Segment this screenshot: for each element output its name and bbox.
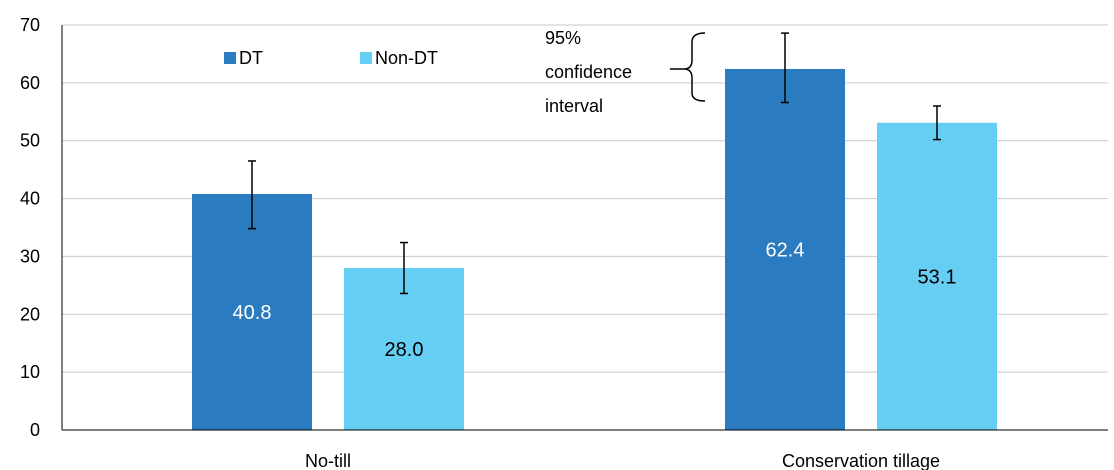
- legend-swatch-DT: [224, 52, 236, 64]
- y-tick-label: 30: [20, 246, 40, 266]
- y-tick-label: 60: [20, 73, 40, 93]
- bar-DT-No-till: [192, 193, 312, 430]
- category-label: Conservation tillage: [782, 451, 940, 470]
- category-label: No-till: [305, 451, 351, 470]
- bar-DT-Conservation tillage: [725, 68, 845, 430]
- y-tick-label: 50: [20, 131, 40, 151]
- legend-swatch-Non-DT: [360, 52, 372, 64]
- value-label: 53.1: [918, 266, 957, 288]
- y-tick-label: 0: [30, 420, 40, 440]
- y-tick-label: 40: [20, 189, 40, 209]
- value-labels: 40.8 62.4 28.0 53.1: [233, 239, 957, 361]
- bracket: [683, 32, 706, 102]
- y-tick-label: 10: [20, 362, 40, 382]
- value-label: 40.8: [233, 302, 272, 324]
- legend: DT Non-DT: [224, 48, 438, 68]
- value-label: 62.4: [766, 239, 805, 261]
- y-tick-label: 20: [20, 304, 40, 324]
- y-axis-tick-labels: 0 10 20 30 40 50 60 70: [20, 15, 40, 440]
- annotation-text: 95%: [545, 28, 581, 48]
- bars: [192, 68, 997, 431]
- legend-label: Non-DT: [375, 48, 438, 68]
- category-labels: No-till Conservation tillage: [305, 451, 940, 470]
- bar-Non-DT-Conservation tillage: [877, 122, 997, 431]
- bar-Non-DT-No-till: [344, 268, 464, 430]
- annotation-text: interval: [545, 96, 603, 116]
- ci-annotation: 95% confidence interval: [545, 28, 706, 116]
- annotation-text: confidence: [545, 62, 632, 82]
- value-label: 28.0: [385, 339, 424, 361]
- legend-label: DT: [239, 48, 263, 68]
- y-tick-label: 70: [20, 15, 40, 35]
- error-bars: [248, 32, 941, 295]
